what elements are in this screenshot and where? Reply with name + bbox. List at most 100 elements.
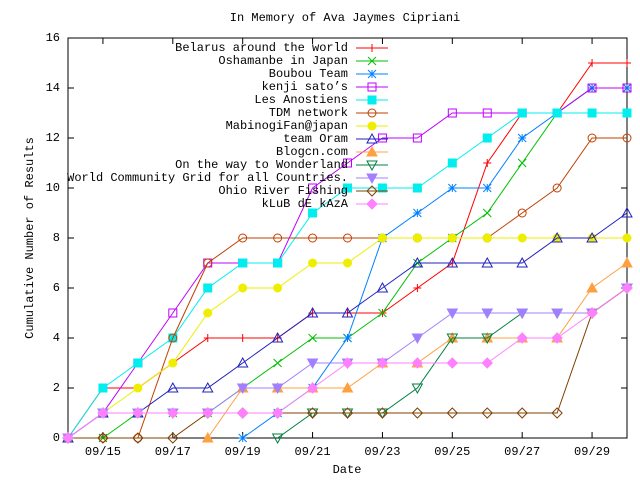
data-point: [412, 233, 422, 243]
legend-label: team Oram: [283, 132, 348, 146]
data-point: [376, 281, 389, 293]
data-point: [411, 357, 424, 369]
data-point: [306, 358, 319, 370]
data-point: [271, 331, 284, 343]
data-point: [551, 332, 563, 344]
legend-marker: [366, 160, 378, 172]
data-point: [447, 233, 457, 243]
data-point: [133, 358, 143, 368]
data-point: [481, 308, 494, 320]
legend-marker: [367, 69, 377, 79]
data-point: [308, 258, 318, 268]
data-point: [377, 233, 387, 243]
data-point: [203, 258, 213, 268]
data-point: [551, 231, 563, 243]
data-point: [168, 358, 178, 368]
data-point: [306, 407, 319, 419]
data-point: [341, 381, 354, 393]
data-point: [411, 256, 424, 268]
data-point: [341, 407, 354, 419]
y-tick-label: 14: [46, 81, 60, 95]
data-point: [201, 381, 214, 393]
legend-label: TDM network: [269, 106, 348, 120]
data-point: [236, 407, 249, 419]
data-point: [517, 158, 527, 168]
y-tick-label: 4: [53, 331, 60, 345]
data-point: [551, 308, 563, 320]
legend-label: Ohio River Fishing: [218, 184, 348, 198]
data-point: [203, 283, 213, 293]
data-point: [238, 233, 248, 243]
x-tick-label: 09/23: [364, 445, 400, 459]
x-tick-label: 09/25: [434, 445, 470, 459]
data-point: [481, 256, 494, 268]
x-tick-label: 09/19: [225, 445, 261, 459]
y-axis-label: Cumulative Number of Results: [23, 137, 37, 339]
data-point: [203, 334, 212, 342]
data-point: [238, 334, 247, 342]
data-point: [271, 433, 284, 445]
data-point: [622, 133, 632, 143]
data-point: [308, 333, 317, 343]
legend-label: World Community Grid for all Countries.: [67, 171, 348, 185]
data-point: [446, 256, 459, 268]
data-point: [482, 183, 492, 193]
data-point: [62, 432, 74, 444]
data-point: [377, 183, 387, 193]
data-point: [446, 407, 459, 419]
data-point: [343, 158, 352, 168]
y-tick-label: 2: [53, 381, 60, 395]
data-point: [236, 356, 249, 368]
data-point: [343, 333, 352, 343]
data-point: [343, 183, 352, 193]
data-point: [203, 308, 213, 318]
x-tick-label: 09/17: [155, 445, 191, 459]
x-tick-label: 09/21: [295, 445, 331, 459]
legend-label: MabinogiFan@japan: [226, 119, 348, 133]
data-point: [412, 133, 422, 143]
data-point: [273, 233, 283, 243]
data-point: [166, 381, 179, 393]
data-point: [621, 282, 633, 294]
data-point: [273, 283, 283, 293]
data-point: [481, 333, 494, 345]
data-point: [273, 358, 282, 368]
data-point: [516, 256, 529, 268]
data-point: [132, 407, 144, 419]
data-point: [343, 233, 352, 243]
data-point: [273, 258, 283, 268]
data-point: [413, 284, 422, 292]
data-point: [133, 383, 143, 393]
data-point: [376, 357, 389, 369]
legend-label: Belarus around the world: [175, 41, 348, 55]
legend-marker: [367, 108, 377, 118]
data-point: [412, 183, 422, 193]
data-point: [516, 308, 529, 320]
data-point: [341, 306, 354, 318]
data-point: [446, 357, 459, 369]
data-point: [447, 158, 457, 168]
data-point: [167, 432, 179, 444]
data-point: [447, 183, 457, 193]
data-point: [587, 108, 597, 118]
data-point: [378, 308, 387, 318]
data-point: [98, 383, 108, 393]
data-point: [411, 407, 424, 419]
data-point: [236, 383, 249, 395]
data-point: [621, 256, 633, 268]
legend-marker: [367, 56, 377, 66]
data-point: [586, 231, 598, 243]
x-tick-label: 09/29: [574, 445, 610, 459]
data-point: [587, 83, 597, 93]
data-point: [622, 83, 632, 93]
legend-label: On the way to Wonderland: [175, 158, 348, 172]
data-point: [623, 59, 631, 67]
data-point: [238, 258, 248, 268]
y-tick-label: 8: [53, 231, 60, 245]
data-point: [168, 308, 178, 318]
data-point: [517, 133, 527, 143]
data-point: [308, 208, 318, 218]
legend-label: Boubou Team: [269, 67, 348, 81]
data-point: [411, 383, 424, 395]
